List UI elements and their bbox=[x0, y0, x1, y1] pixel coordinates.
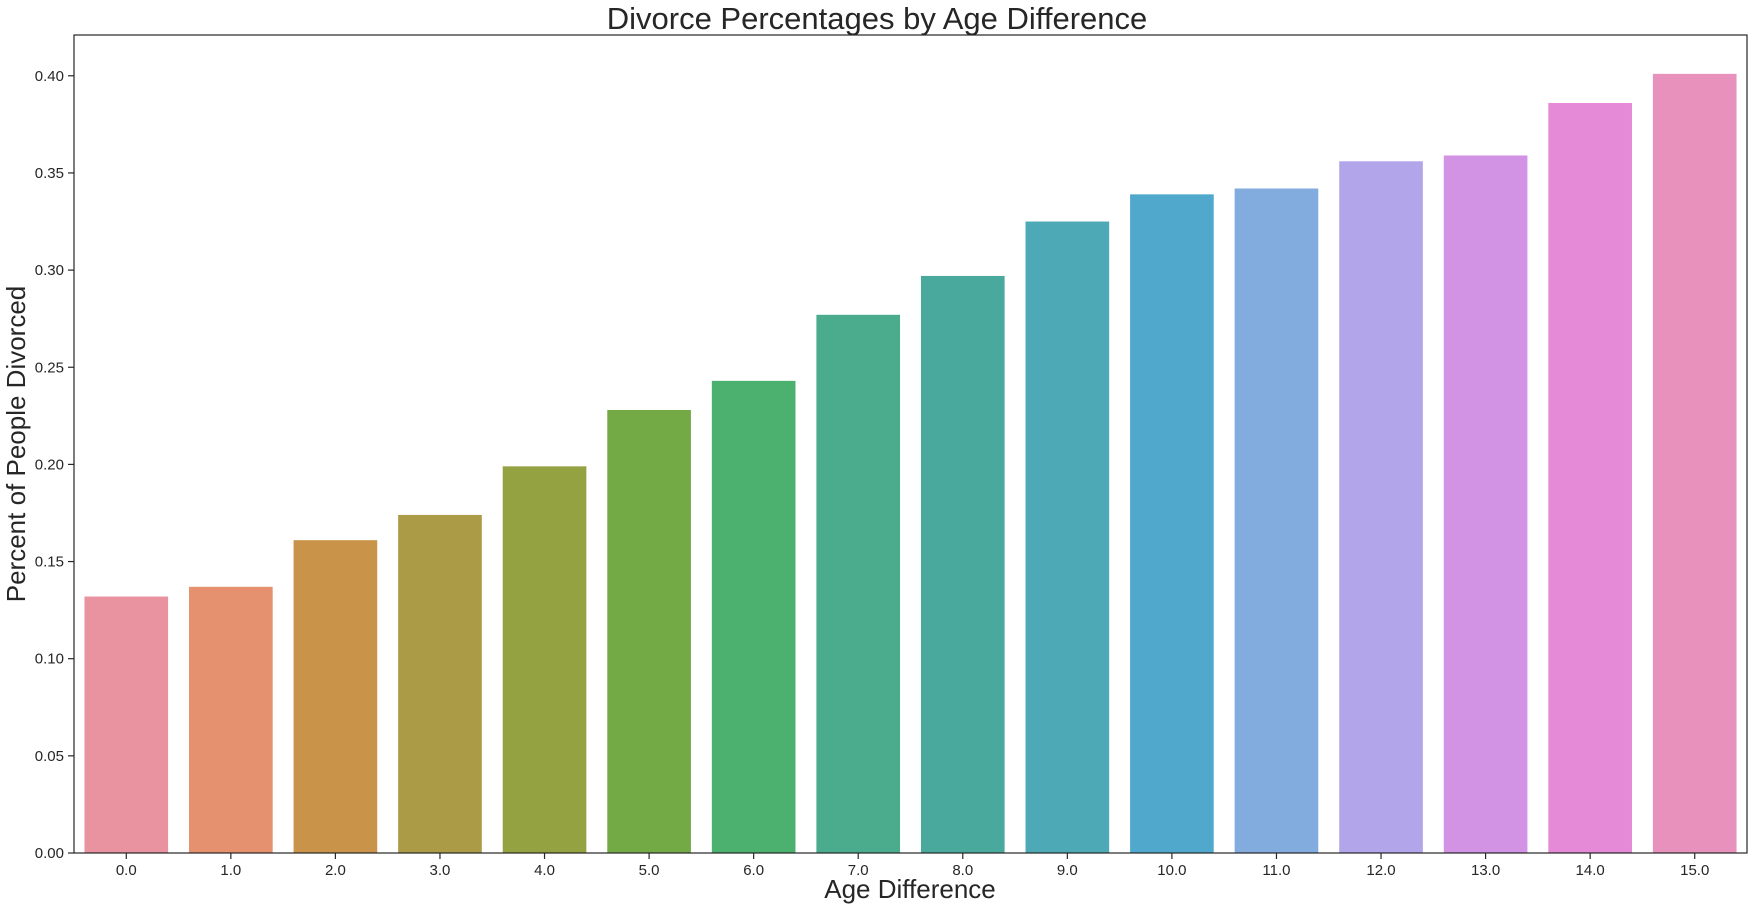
x-tick-label: 2.0 bbox=[325, 862, 346, 879]
bar-7.0 bbox=[816, 314, 901, 853]
y-axis-label: Percent of People Divorced bbox=[1, 286, 31, 603]
x-tick-label: 9.0 bbox=[1057, 862, 1078, 879]
chart-title: Divorce Percentages by Age Difference bbox=[607, 1, 1148, 36]
x-tick-label: 3.0 bbox=[430, 862, 451, 879]
y-tick-label: 0.40 bbox=[35, 68, 64, 85]
x-tick-label: 8.0 bbox=[952, 862, 973, 879]
bar-10.0 bbox=[1130, 194, 1214, 853]
x-tick-label: 1.0 bbox=[220, 862, 241, 879]
bar-13.0 bbox=[1443, 155, 1528, 854]
bar-11.0 bbox=[1234, 188, 1319, 853]
x-tick-label: 5.0 bbox=[639, 862, 660, 879]
x-tick-label: 0.0 bbox=[116, 862, 137, 879]
bar-12.0 bbox=[1339, 161, 1423, 854]
bar-4.0 bbox=[502, 466, 587, 853]
bar-9.0 bbox=[1025, 221, 1110, 853]
y-tick-label: 0.25 bbox=[35, 359, 64, 376]
plot-frame bbox=[73, 34, 1748, 854]
x-tick-label: 4.0 bbox=[534, 862, 555, 879]
y-tick-label: 0.10 bbox=[35, 651, 64, 668]
bar-15.0 bbox=[1652, 73, 1737, 854]
bar-14.0 bbox=[1548, 103, 1632, 853]
y-tick-label: 0.30 bbox=[35, 262, 64, 279]
bar-3.0 bbox=[398, 514, 482, 853]
y-axis: 0.00 0.05 0.10 0.15 0.20 0.25 0.30 0.35 0.40 bbox=[35, 68, 74, 862]
x-tick-label: 14.0 bbox=[1576, 862, 1605, 879]
x-axis-label: Age Difference bbox=[824, 874, 996, 904]
x-tick-label: 7.0 bbox=[848, 862, 869, 879]
x-tick-label: 11.0 bbox=[1262, 862, 1290, 879]
x-tick-label: 10.0 bbox=[1157, 862, 1186, 879]
y-tick-label: 0.20 bbox=[35, 456, 64, 473]
x-axis: 0.0 1.0 2.0 3.0 4.0 5.0 6.0 7.0 8.0 9.0 10.0 11.0 12… bbox=[116, 853, 1709, 879]
x-tick-label: 15.0 bbox=[1680, 862, 1709, 879]
bar-1.0 bbox=[189, 586, 273, 853]
bar-5.0 bbox=[607, 410, 691, 853]
bar-0.0 bbox=[84, 596, 169, 853]
y-tick-label: 0.00 bbox=[35, 845, 64, 862]
bar-6.0 bbox=[711, 380, 796, 853]
y-tick-label: 0.35 bbox=[35, 165, 64, 182]
y-tick-label: 0.05 bbox=[35, 748, 64, 765]
bar-8.0 bbox=[920, 275, 1005, 853]
bar-2.0 bbox=[293, 540, 378, 853]
x-tick-label: 13.0 bbox=[1471, 862, 1500, 879]
x-tick-label: 6.0 bbox=[743, 862, 764, 879]
plot-area bbox=[84, 73, 1737, 854]
y-tick-label: 0.15 bbox=[35, 554, 64, 571]
x-tick-label: 12.0 bbox=[1366, 862, 1395, 879]
